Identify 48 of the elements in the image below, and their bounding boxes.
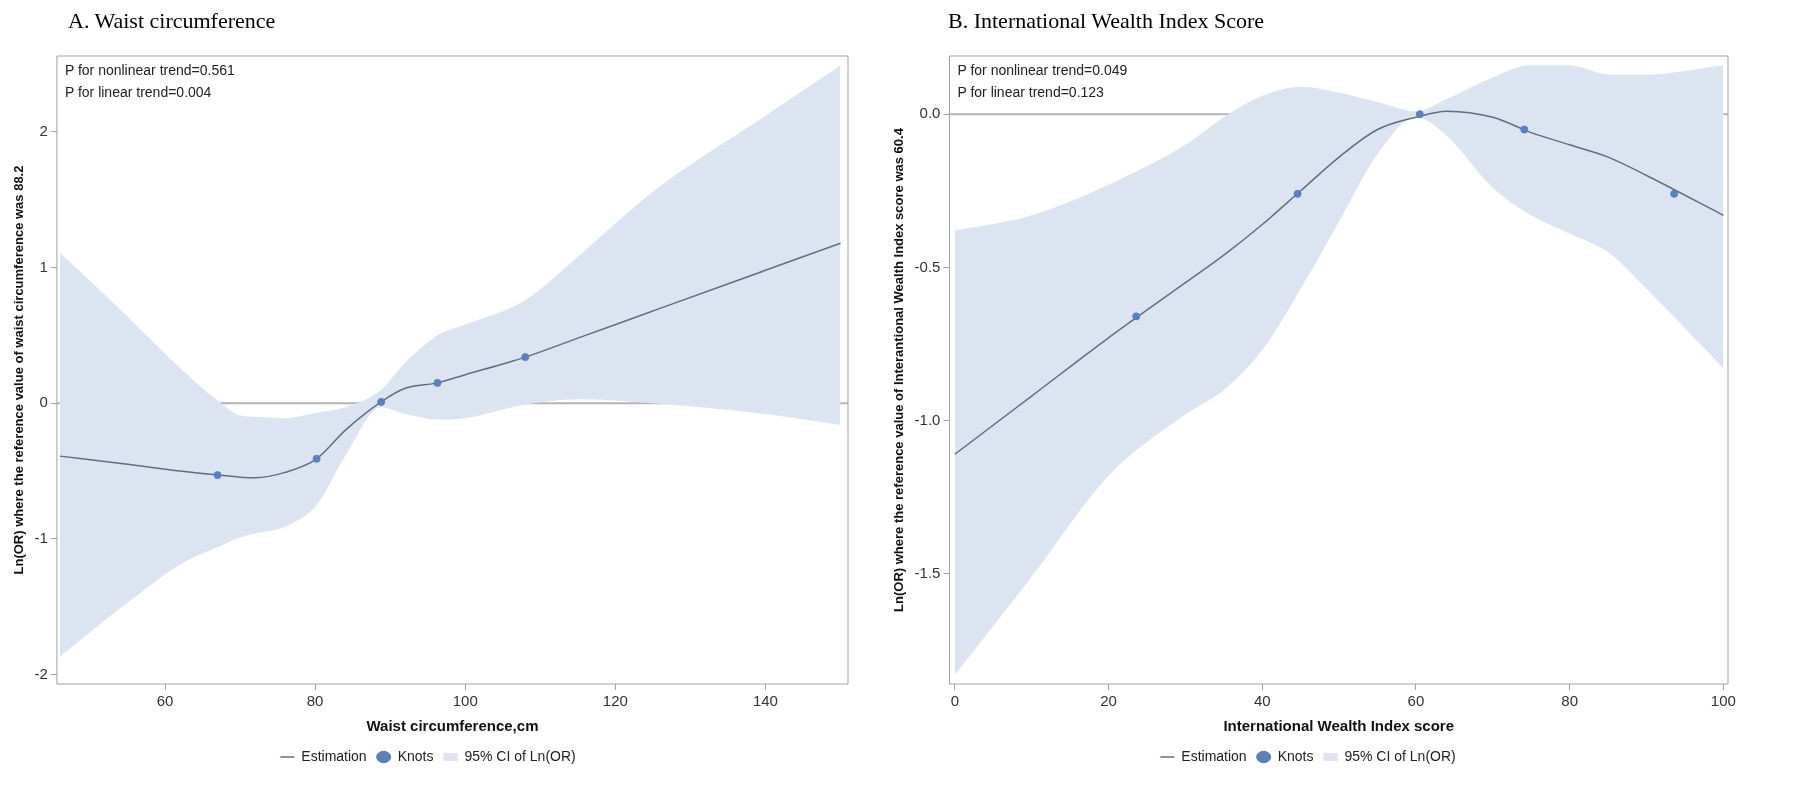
legend-label: Knots — [1277, 747, 1314, 764]
point — [312, 454, 321, 463]
chart-title: A. Waist circumference — [68, 8, 277, 35]
point — [433, 378, 442, 387]
annotation: P for linear trend=0.123 — [957, 83, 1105, 100]
line-series — [954, 110, 1725, 455]
y-axis-title: Ln(OR) where the reference value of waist circumference was 88.2 — [11, 165, 27, 575]
point — [1520, 125, 1529, 134]
point — [1293, 189, 1302, 198]
chart-title: B. International Wealth Index Score — [948, 8, 1266, 35]
point — [1132, 312, 1141, 321]
point — [1415, 110, 1424, 119]
y-axis-title: Ln(OR) where the reference value of Interantional Wealth Index score was 60.4 — [891, 127, 907, 612]
x-tick-label: 0 — [950, 692, 959, 710]
legend-label: 95% CI of Ln(OR) — [464, 747, 576, 764]
x-tick-label: 40 — [1253, 692, 1271, 710]
y-tick-label: -1.5 — [914, 563, 941, 581]
legend-label: Estimation — [301, 747, 367, 764]
x-axis-title: Waist circumference,cm — [366, 717, 539, 735]
x-tick-label: 80 — [1561, 692, 1579, 710]
annotation: P for nonlinear trend=0.561 — [64, 61, 235, 78]
x-tick-label: 100 — [1710, 692, 1736, 710]
point — [1670, 189, 1679, 198]
y-tick-label: 1 — [39, 257, 48, 275]
y-tick-label: 2 — [39, 122, 48, 140]
y-tick-label: -0.5 — [914, 257, 941, 275]
annotation: P for linear trend=0.004 — [64, 83, 212, 100]
y-tick-label: -1 — [34, 529, 48, 547]
point — [213, 471, 222, 480]
x-tick-label: 100 — [452, 692, 478, 710]
x-tick-label: 60 — [1407, 692, 1425, 710]
point — [377, 397, 386, 406]
y-tick-label: -2 — [34, 664, 48, 682]
line-series — [59, 242, 842, 479]
y-tick-label: 0 — [39, 393, 48, 411]
legend-label: Estimation — [1181, 747, 1247, 764]
x-tick-label: 80 — [306, 692, 324, 710]
annotation: P for nonlinear trend=0.049 — [957, 61, 1128, 78]
point — [521, 353, 530, 362]
x-tick-label: 140 — [752, 692, 778, 710]
legend-label: Knots — [397, 747, 434, 764]
x-axis-title: International Wealth Index score — [1223, 717, 1455, 735]
x-tick-label: 20 — [1100, 692, 1117, 710]
y-tick-label: -1.0 — [914, 410, 941, 428]
x-tick-label: 120 — [602, 692, 628, 710]
x-tick-label: 60 — [156, 692, 174, 710]
legend-label: 95% CI of Ln(OR) — [1344, 747, 1456, 764]
y-tick-label: 0.0 — [919, 104, 941, 122]
